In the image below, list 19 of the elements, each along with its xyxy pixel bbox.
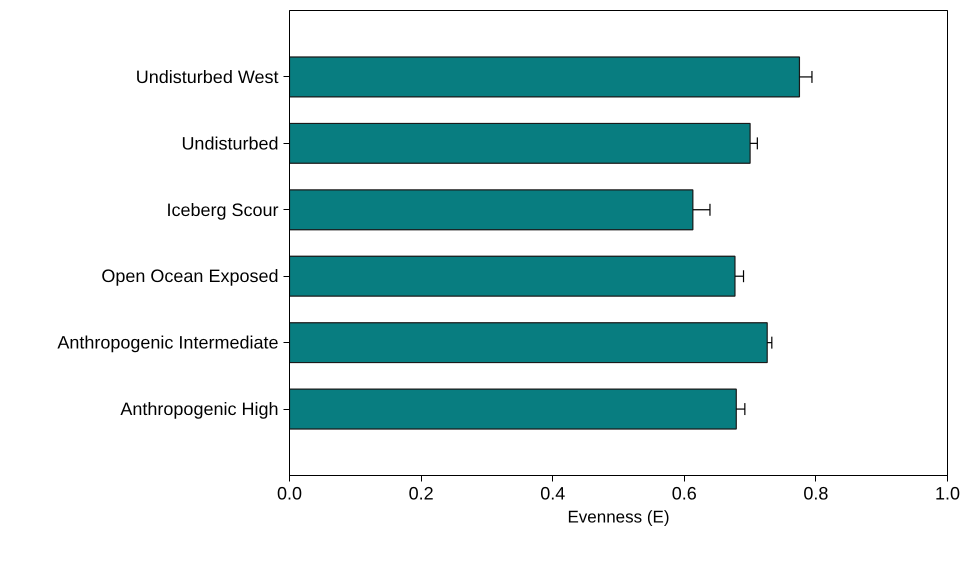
bar xyxy=(290,122,751,164)
y-tick-label: Iceberg Scour xyxy=(166,200,279,220)
y-tick-label: Undisturbed xyxy=(181,133,279,154)
x-tick-label: 0.4 xyxy=(540,484,566,504)
x-tick-label: 0.6 xyxy=(672,484,697,504)
y-tick-label: Anthropogenic Intermediate xyxy=(57,332,279,353)
x-tick-label: 0.8 xyxy=(803,484,828,504)
bar xyxy=(290,388,737,430)
x-axis-title: Evenness (E) xyxy=(567,508,670,526)
x-tick-label: 1.0 xyxy=(934,484,960,504)
y-tick-label: Undisturbed West xyxy=(136,66,278,87)
bar xyxy=(290,189,694,230)
y-tick-label: Open Ocean Exposed xyxy=(101,266,279,286)
y-tick-label: Anthropogenic High xyxy=(120,399,279,420)
bar xyxy=(290,56,800,98)
bar xyxy=(290,322,768,364)
x-tick-label: 0.2 xyxy=(408,484,434,504)
x-tick-label: 0.0 xyxy=(276,484,302,504)
bar xyxy=(290,256,736,297)
